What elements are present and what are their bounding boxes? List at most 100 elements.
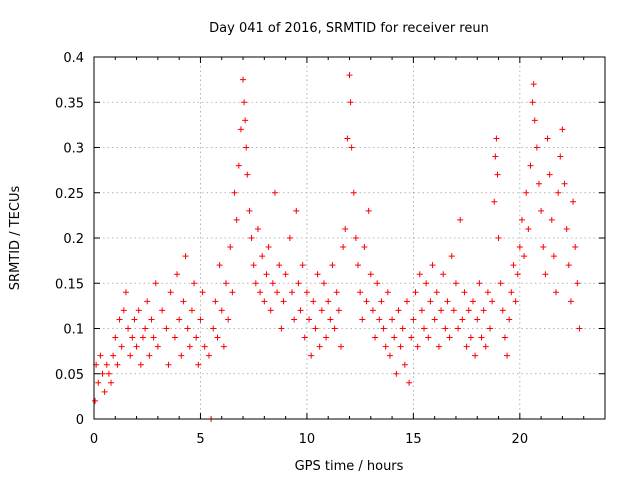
data-point — [240, 76, 247, 83]
data-point — [159, 307, 166, 314]
data-point — [101, 388, 108, 395]
data-point — [129, 334, 136, 341]
data-point — [316, 343, 323, 350]
data-point — [235, 162, 242, 169]
data-point — [299, 262, 306, 269]
data-point — [188, 307, 195, 314]
data-point — [492, 153, 499, 160]
data-point — [367, 271, 374, 278]
data-point — [546, 171, 553, 178]
data-point — [276, 262, 283, 269]
data-point — [265, 244, 272, 251]
x-tick-label: 10 — [299, 432, 316, 447]
data-point — [205, 352, 212, 359]
data-point — [561, 180, 568, 187]
data-point — [567, 298, 574, 305]
data-point — [489, 298, 496, 305]
data-point — [139, 334, 146, 341]
y-tick-label: 0 — [76, 413, 84, 428]
data-point — [508, 289, 515, 296]
data-point — [171, 334, 178, 341]
data-point — [152, 280, 159, 287]
data-point — [331, 325, 338, 332]
data-point — [397, 343, 404, 350]
data-point — [127, 352, 134, 359]
data-point — [510, 262, 517, 269]
data-point — [484, 289, 491, 296]
data-point — [565, 262, 572, 269]
data-point — [92, 397, 99, 404]
axis-ticks — [93, 56, 606, 420]
data-point — [416, 271, 423, 278]
data-point — [386, 352, 393, 359]
data-point — [227, 244, 234, 251]
data-point — [301, 334, 308, 341]
data-point — [148, 316, 155, 323]
data-point — [348, 144, 355, 151]
data-point — [342, 225, 349, 232]
data-point — [347, 99, 354, 106]
data-point — [199, 289, 206, 296]
data-point — [440, 271, 447, 278]
y-tick-label: 0.2 — [63, 232, 84, 247]
y-axis-label: SRMTID / TECUs — [8, 186, 23, 291]
data-point — [195, 361, 202, 368]
data-point — [261, 298, 268, 305]
data-point — [421, 325, 428, 332]
data-point — [252, 280, 259, 287]
x-tick-labels: 0 5 10 15 20 — [90, 432, 528, 447]
data-point — [555, 189, 562, 196]
data-point — [110, 352, 117, 359]
data-point — [237, 126, 244, 133]
data-point — [231, 189, 238, 196]
data-point — [120, 307, 127, 314]
data-point — [429, 262, 436, 269]
data-point — [144, 298, 151, 305]
data-point — [125, 325, 132, 332]
data-point — [442, 325, 449, 332]
data-point — [535, 180, 542, 187]
data-point — [495, 235, 502, 241]
data-point — [246, 207, 253, 214]
y-tick-label: 0.35 — [55, 96, 84, 111]
data-points — [92, 72, 583, 422]
data-point — [355, 262, 362, 269]
data-point — [493, 135, 500, 142]
data-point — [214, 334, 221, 341]
data-point — [365, 207, 372, 214]
data-point — [150, 334, 157, 341]
data-point — [461, 289, 468, 296]
data-point — [293, 207, 300, 214]
data-point — [210, 325, 217, 332]
data-point — [525, 225, 532, 232]
data-point — [103, 361, 110, 368]
data-point — [435, 343, 442, 350]
data-point — [574, 280, 581, 287]
data-point — [241, 99, 248, 106]
data-point — [501, 334, 508, 341]
data-point — [529, 99, 536, 106]
data-point — [154, 343, 161, 350]
data-point — [448, 253, 455, 260]
data-point — [286, 235, 293, 241]
data-point — [182, 253, 189, 260]
data-point — [401, 361, 408, 368]
data-point — [472, 352, 479, 359]
data-point — [476, 280, 483, 287]
data-point — [487, 325, 494, 332]
data-point — [433, 289, 440, 296]
data-point — [457, 216, 464, 223]
data-point — [295, 280, 302, 287]
data-point — [116, 316, 123, 323]
chart-title: Day 041 of 2016, SRMTID for receiver reu… — [209, 21, 489, 36]
data-point — [382, 343, 389, 350]
y-tick-labels: 0 0.05 0.1 0.15 0.2 0.25 0.3 0.35 0.4 — [55, 51, 84, 428]
data-point — [491, 198, 498, 205]
data-point — [327, 316, 334, 323]
data-point — [218, 307, 225, 314]
data-point — [497, 280, 504, 287]
data-point — [135, 307, 142, 314]
data-point — [540, 244, 547, 251]
data-point — [314, 271, 321, 278]
data-point — [267, 307, 274, 314]
